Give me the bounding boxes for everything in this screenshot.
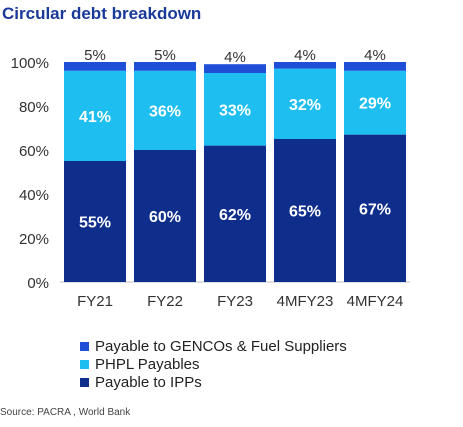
legend-item-phpl: PHPL Payables: [80, 355, 347, 373]
x-tick-label: FY21: [77, 293, 113, 310]
data-label: 5%: [154, 47, 176, 64]
legend-label-ipps: Payable to IPPs: [95, 373, 202, 391]
data-label: 41%: [79, 109, 111, 126]
legend-label-phpl: PHPL Payables: [95, 355, 200, 373]
data-label: 32%: [289, 97, 321, 114]
x-tick-label: FY22: [147, 293, 183, 310]
bar-segment: [274, 62, 336, 69]
data-label: 29%: [359, 96, 391, 113]
bar-segment: [64, 62, 126, 71]
bar-segment: [204, 64, 266, 73]
legend-swatch-phpl: [80, 359, 89, 369]
data-label: 60%: [149, 209, 181, 226]
y-tick-label: 0%: [27, 275, 49, 292]
legend-item-gencos: Payable to GENCOs & Fuel Suppliers: [80, 337, 347, 355]
y-tick-label: 40%: [19, 187, 49, 204]
x-tick-label: FY23: [217, 293, 253, 310]
data-label: 36%: [149, 103, 181, 120]
bar-segment: [344, 134, 406, 282]
bar-segment: [134, 150, 196, 282]
legend-swatch-ipps: [80, 377, 89, 387]
x-tick-label: 4MFY23: [277, 293, 334, 310]
chart-title: Circular debt breakdown: [2, 4, 202, 23]
source-note: Source: PACRA , World Bank: [0, 407, 131, 418]
data-label: 4%: [224, 49, 246, 66]
stacked-bar-chart: 0% 20% 40% 60% 80% 100% 55% 41% 5% FY21 60% 36% 5% FY…: [11, 47, 410, 310]
x-tick-label: 4MFY24: [347, 293, 404, 310]
bar-segment: [344, 70, 406, 135]
bar-segment: [64, 70, 126, 161]
bar-segment: [204, 73, 266, 146]
bar-segment: [134, 70, 196, 150]
data-label: 67%: [359, 201, 391, 218]
bar-segment: [274, 139, 336, 282]
data-label: 5%: [84, 47, 106, 64]
legend: Payable to GENCOs & Fuel Suppliers PHPL …: [80, 337, 347, 391]
bar-segment: [274, 68, 336, 139]
data-label: 65%: [289, 204, 321, 221]
data-label: 62%: [219, 207, 251, 224]
bar-segment: [344, 62, 406, 71]
legend-swatch-gencos: [80, 341, 89, 351]
bar-segment: [64, 161, 126, 282]
y-tick-label: 100%: [11, 55, 49, 72]
legend-label-gencos: Payable to GENCOs & Fuel Suppliers: [95, 337, 347, 355]
bar-segment: [204, 145, 266, 282]
data-label: 33%: [219, 102, 251, 119]
legend-item-ipps: Payable to IPPs: [80, 373, 347, 391]
bar-segment: [134, 62, 196, 71]
y-tick-label: 80%: [19, 99, 49, 116]
data-label: 4%: [364, 47, 386, 64]
data-label: 4%: [294, 47, 316, 64]
y-tick-label: 60%: [19, 143, 49, 160]
y-tick-label: 20%: [19, 231, 49, 248]
data-label: 55%: [79, 215, 111, 232]
